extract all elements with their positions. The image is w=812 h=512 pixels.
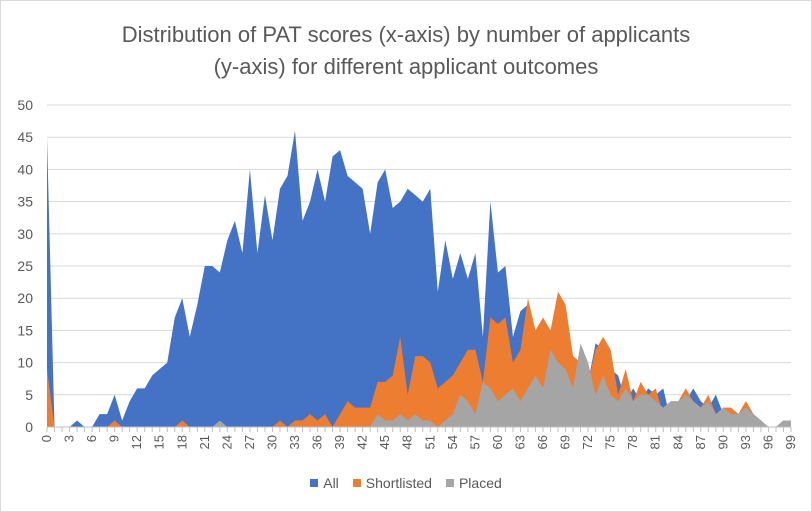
x-tick-label: 90 [715, 435, 730, 449]
x-tick-label: 99 [783, 435, 798, 449]
x-tick-label: 36 [310, 435, 325, 449]
legend: All Shortlisted Placed [1, 475, 811, 491]
x-tick-label: 3 [62, 435, 77, 442]
x-tick-label: 9 [107, 435, 122, 442]
y-tick-label: 35 [17, 194, 33, 210]
y-tick-label: 50 [17, 97, 33, 113]
area-all [47, 130, 791, 427]
legend-item-placed: Placed [445, 475, 502, 491]
x-tick-label: 45 [377, 435, 392, 449]
x-tick-label: 63 [512, 435, 527, 449]
x-tick-label: 78 [625, 435, 640, 449]
area-placed [47, 343, 791, 427]
chart-title-line-1: Distribution of PAT scores (x-axis) by n… [121, 22, 691, 47]
x-tick-label: 69 [558, 435, 573, 449]
legend-item-all: All [310, 475, 339, 491]
x-tick-label: 21 [197, 435, 212, 449]
x-tick-label: 42 [355, 435, 370, 449]
chart-title: Distribution of PAT scores (x-axis) by n… [1, 19, 811, 83]
x-tick-label: 72 [580, 435, 595, 449]
y-tick-label: 5 [25, 387, 33, 403]
legend-label-placed: Placed [458, 475, 502, 491]
x-tick-label: 57 [467, 435, 482, 449]
x-tick-label: 18 [174, 435, 189, 449]
x-tick-label: 24 [219, 435, 234, 449]
x-tick-label: 75 [603, 435, 618, 449]
y-tick-label: 40 [17, 161, 33, 177]
x-tick-label: 93 [738, 435, 753, 449]
x-tick-label: 0 [39, 435, 54, 442]
x-tick-label: 48 [400, 435, 415, 449]
legend-label-shortlisted: Shortlisted [365, 475, 432, 491]
legend-swatch-shortlisted [352, 479, 361, 487]
y-tick-label: 30 [17, 226, 33, 242]
x-tick-label: 27 [242, 435, 257, 449]
x-tick-label: 30 [264, 435, 279, 449]
y-tick-label: 0 [25, 419, 33, 435]
y-tick-label: 20 [17, 290, 33, 306]
chart-title-line-2: (y-axis) for different applicant outcome… [213, 54, 599, 79]
x-tick-label: 87 [693, 435, 708, 449]
legend-swatch-all [310, 479, 319, 487]
x-tick-label: 66 [535, 435, 550, 449]
y-tick-label: 15 [17, 322, 33, 338]
series-areas [47, 130, 791, 427]
x-tick-label: 51 [422, 435, 437, 449]
x-tick-label: 96 [760, 435, 775, 449]
x-tick-label: 81 [648, 435, 663, 449]
y-tick-label: 25 [17, 258, 33, 274]
legend-swatch-placed [445, 479, 454, 487]
x-tick-label: 33 [287, 435, 302, 449]
legend-item-shortlisted: Shortlisted [352, 475, 432, 491]
x-tick-label: 6 [84, 435, 99, 442]
x-tick-label: 12 [129, 435, 144, 449]
y-tick-label: 45 [17, 129, 33, 145]
x-tick-label: 84 [670, 435, 685, 449]
y-tick-label: 10 [17, 355, 33, 371]
legend-label-all: All [323, 475, 339, 491]
x-tick-label: 15 [152, 435, 167, 449]
x-tick-label: 39 [332, 435, 347, 449]
x-tick-label: 54 [445, 435, 460, 449]
x-tick-label: 60 [490, 435, 505, 449]
